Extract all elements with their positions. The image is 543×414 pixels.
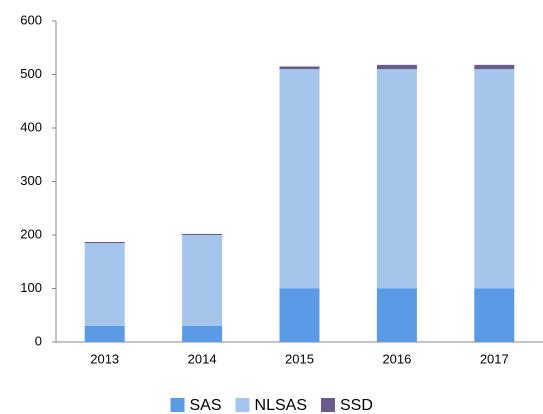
y-tick-label: 500 [20, 66, 42, 81]
bar-segment [182, 233, 223, 235]
bar-segment [474, 69, 515, 289]
x-tick-label: 2015 [285, 351, 314, 366]
bar-segment [84, 325, 125, 342]
legend-swatch [170, 398, 185, 412]
legend-swatch [235, 398, 250, 412]
bar-segment [376, 64, 417, 70]
bar-segment [376, 69, 417, 289]
bar-segment [84, 243, 125, 326]
bar-segment [279, 66, 320, 70]
legend-label: SSD [340, 397, 373, 414]
legend-swatch [320, 398, 335, 412]
bar-segment [376, 288, 417, 342]
x-tick-label: 2016 [382, 351, 411, 366]
x-tick-label: 2017 [480, 351, 509, 366]
y-tick-label: 400 [20, 119, 42, 134]
bar-segment [474, 64, 515, 70]
y-tick-label: 600 [20, 12, 42, 27]
y-tick-label: 300 [20, 173, 42, 188]
y-tick-label: 200 [20, 226, 42, 241]
y-tick-label: 100 [20, 280, 42, 295]
legend-label: SAS [190, 397, 222, 414]
bar-segment [84, 241, 125, 244]
bar-segment [474, 288, 515, 342]
x-tick-label: 2013 [90, 351, 119, 366]
legend-label: NLSAS [255, 397, 307, 414]
bar-segment [182, 235, 223, 326]
y-tick-label: 0 [35, 333, 42, 348]
bar-segment [279, 69, 320, 289]
bar-segment [279, 288, 320, 342]
bar-segment [182, 325, 223, 342]
x-tick-label: 2014 [188, 351, 217, 366]
